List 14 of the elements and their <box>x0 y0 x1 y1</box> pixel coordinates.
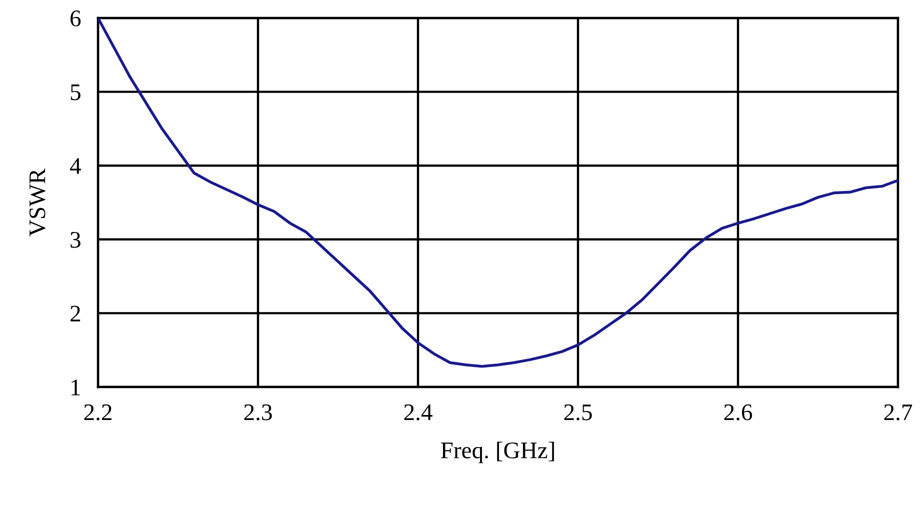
x-tick-label: 2.2 <box>84 404 112 420</box>
y-tick-label: 2 <box>70 306 80 322</box>
y-tick-label: 5 <box>70 84 80 100</box>
x-tick-label: 2.3 <box>244 404 272 420</box>
y-axis-title: VSWR <box>29 168 46 236</box>
y-tick-label: 4 <box>70 158 81 174</box>
x-tick-label: 2.4 <box>404 404 432 420</box>
x-tick-label: 2.6 <box>724 404 752 420</box>
x-axis-title: Freq. [GHz] <box>440 442 554 464</box>
y-tick-label: 1 <box>72 380 80 396</box>
x-tick-label: 2.5 <box>564 404 592 420</box>
y-tick-label: 3 <box>70 232 80 248</box>
y-tick-label: 6 <box>70 10 81 26</box>
x-tick-label: 2.7 <box>884 404 912 420</box>
